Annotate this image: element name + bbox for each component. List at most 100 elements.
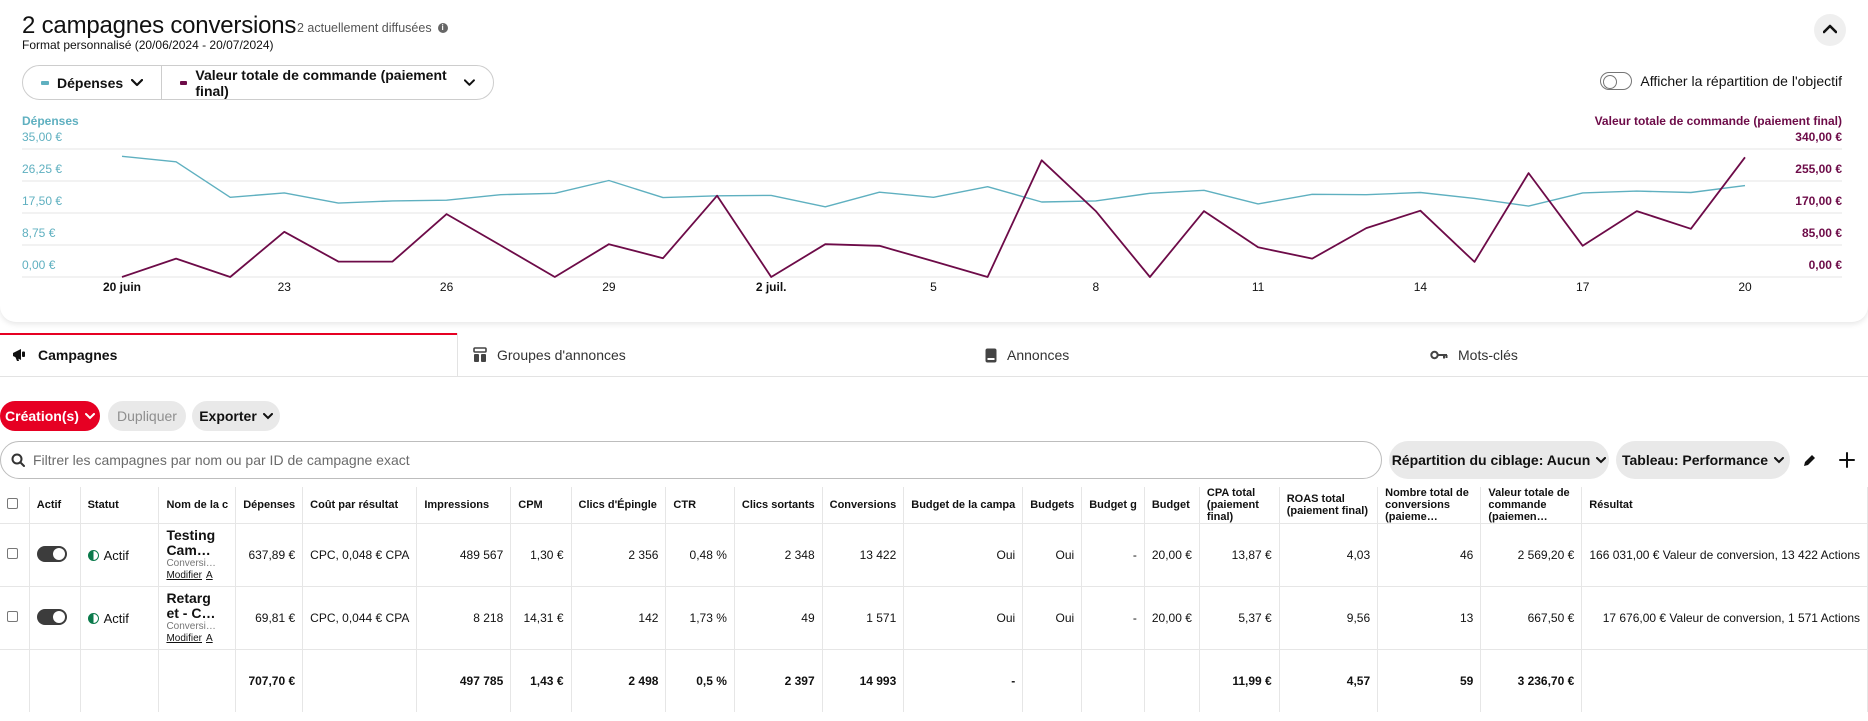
campaigns-table: Actif Statut Nom de la c Dépenses Coût p… (0, 487, 1868, 712)
campaign-budget-cell: Oui (903, 523, 1024, 587)
primary-metric-dropdown[interactable]: Dépenses (23, 66, 161, 99)
col-header-campaign-budget[interactable]: Budget de la campa (903, 487, 1024, 524)
impressions-cell: 489 567 (416, 523, 512, 587)
tab-campaigns[interactable]: Campagnes (12, 333, 117, 377)
row-checkbox[interactable] (7, 611, 18, 622)
total-roas: 4,57 (1279, 649, 1379, 712)
tab-keywords-label: Mots-clés (1458, 347, 1518, 363)
col-header-pin-clicks[interactable]: Clics d'Épingle (571, 487, 667, 524)
status-badge: Actif (87, 611, 152, 626)
chevron-up-icon (1823, 24, 1837, 34)
col-header-conversions[interactable]: Conversions (822, 487, 905, 524)
col-header-result[interactable]: Résultat (1581, 487, 1868, 524)
right-axis-tick: 170,00 € (1795, 194, 1842, 208)
active-campaigns-label: 2 actuellement diffusées (297, 21, 432, 35)
campaign-search (0, 441, 1382, 479)
select-all-checkbox[interactable] (7, 498, 18, 509)
result-cell: 166 031,00 € Valeur de conversion, 13 42… (1581, 523, 1868, 587)
campaign-search-input[interactable] (33, 452, 1333, 468)
spend-cell: 69,81 € (235, 586, 304, 650)
create-button[interactable]: Création(s) (0, 401, 100, 431)
order-value-cell: 667,50 € (1480, 586, 1583, 650)
total-conversions-cell: 46 (1377, 523, 1482, 587)
x-axis-tick: 11 (1252, 280, 1265, 294)
col-header-cpa-total[interactable]: CPA total (paiement final) (1199, 487, 1280, 524)
table-row[interactable]: Actif Retarg et - C… Conversi… Modifier A… (0, 586, 1868, 650)
col-header-roas-total[interactable]: ROAS total (paiement final) (1279, 487, 1379, 524)
col-header-total-conversions[interactable]: Nombre total de conversions (paieme… (1377, 487, 1482, 524)
active-tab-indicator (0, 333, 458, 335)
status-cell: Actif (80, 523, 160, 587)
row-select-cell (0, 523, 30, 587)
chevron-down-icon (131, 78, 144, 86)
edit-link[interactable]: Modifier (166, 570, 203, 581)
total-order-value: 3 236,70 € (1480, 649, 1583, 712)
campaign-name-link[interactable]: Retarg et - C… (166, 590, 216, 621)
tab-divider (457, 333, 458, 377)
budget-g-cell: - (1081, 523, 1145, 587)
status-text: Actif (103, 547, 129, 563)
left-axis-tick: 17,50 € (22, 194, 62, 208)
tab-ad-groups[interactable]: Groupes d'annonces (473, 333, 626, 377)
secondary-metric-swatch (180, 80, 188, 85)
total-ctr: 0,5 % (665, 649, 735, 712)
export-button[interactable]: Exporter (192, 401, 280, 431)
active-toggle[interactable] (36, 608, 67, 625)
col-header-order-value[interactable]: Valeur totale de commande (paiemen… (1480, 487, 1583, 524)
row-checkbox[interactable] (7, 548, 18, 559)
metric-selector: Dépenses Valeur totale de commande (paie… (22, 65, 494, 100)
cpa-total-cell: 5,37 € (1199, 586, 1280, 650)
roas-total-cell: 9,56 (1279, 586, 1379, 650)
col-header-outbound-clicks[interactable]: Clics sortants (734, 487, 823, 524)
pin-clicks-cell: 142 (571, 586, 667, 650)
campaign-actions: Modifier A (166, 570, 228, 582)
col-header-budgets[interactable]: Budgets (1022, 487, 1083, 524)
active-status-icon (87, 549, 99, 561)
x-axis-tick: 20 juin (103, 280, 141, 294)
right-axis-tick: 85,00 € (1802, 226, 1842, 240)
col-header-name[interactable]: Nom de la c (158, 487, 237, 524)
select-all-cell (0, 487, 30, 524)
table-row[interactable]: Actif Testing Cam… Conversi… Modifier A 6… (0, 523, 1868, 587)
objective-breakdown-toggle[interactable] (1600, 72, 1633, 90)
x-axis-tick: 14 (1414, 280, 1428, 294)
edit-link[interactable]: Modifier (166, 633, 203, 644)
col-header-impressions[interactable]: Impressions (416, 487, 512, 524)
col-header-cost-per-result[interactable]: Coût par résultat (302, 487, 418, 524)
conversions-cell: 1 571 (822, 586, 905, 650)
campaign-name-link[interactable]: Testing Cam… (166, 527, 216, 558)
col-header-spend[interactable]: Dépenses (235, 487, 304, 524)
secondary-metric-dropdown[interactable]: Valeur totale de commande (paiement fina… (161, 66, 493, 99)
active-toggle[interactable] (36, 545, 67, 562)
add-column-button[interactable] (1832, 445, 1862, 475)
budgets-cell: Oui (1022, 586, 1083, 650)
impressions-cell: 8 218 (416, 586, 512, 650)
duplicate-button[interactable]: Dupliquer (108, 401, 186, 431)
info-icon[interactable]: i (437, 23, 448, 33)
chevron-down-icon (262, 412, 273, 419)
collapse-chart-button[interactable] (1814, 14, 1846, 46)
table-view-dropdown[interactable]: Tableau: Performance (1616, 441, 1790, 479)
more-link[interactable]: A (206, 570, 213, 581)
col-header-cpm[interactable]: CPM (510, 487, 572, 524)
total-outbound-clicks: 2 397 (734, 649, 823, 712)
tab-keywords[interactable]: Mots-clés (1430, 333, 1518, 377)
active-cell (29, 523, 81, 587)
tab-ad-groups-label: Groupes d'annonces (497, 347, 626, 363)
tab-ads[interactable]: Annonces (985, 333, 1069, 377)
col-header-budget-g[interactable]: Budget g (1081, 487, 1145, 524)
edit-columns-button[interactable] (1794, 445, 1824, 475)
targeting-breakdown-dropdown[interactable]: Répartition du ciblage: Aucun (1389, 441, 1609, 479)
performance-chart-card: 2 campagnes conversions 2 actuellement d… (0, 0, 1868, 322)
left-axis-title: Dépenses (22, 114, 79, 128)
col-header-status[interactable]: Statut (80, 487, 160, 524)
line-chart[interactable]: 35,00 €340,00 €26,25 €255,00 €17,50 €170… (0, 128, 1868, 298)
more-link[interactable]: A (206, 633, 213, 644)
col-header-active[interactable]: Actif (29, 487, 81, 524)
col-header-budget[interactable]: Budget (1144, 487, 1200, 524)
x-axis-tick: 26 (440, 280, 454, 294)
col-header-ctr[interactable]: CTR (665, 487, 735, 524)
x-axis-tick: 8 (1092, 280, 1099, 294)
total-spend: 707,70 € (235, 649, 304, 712)
export-button-label: Exporter (199, 408, 257, 424)
